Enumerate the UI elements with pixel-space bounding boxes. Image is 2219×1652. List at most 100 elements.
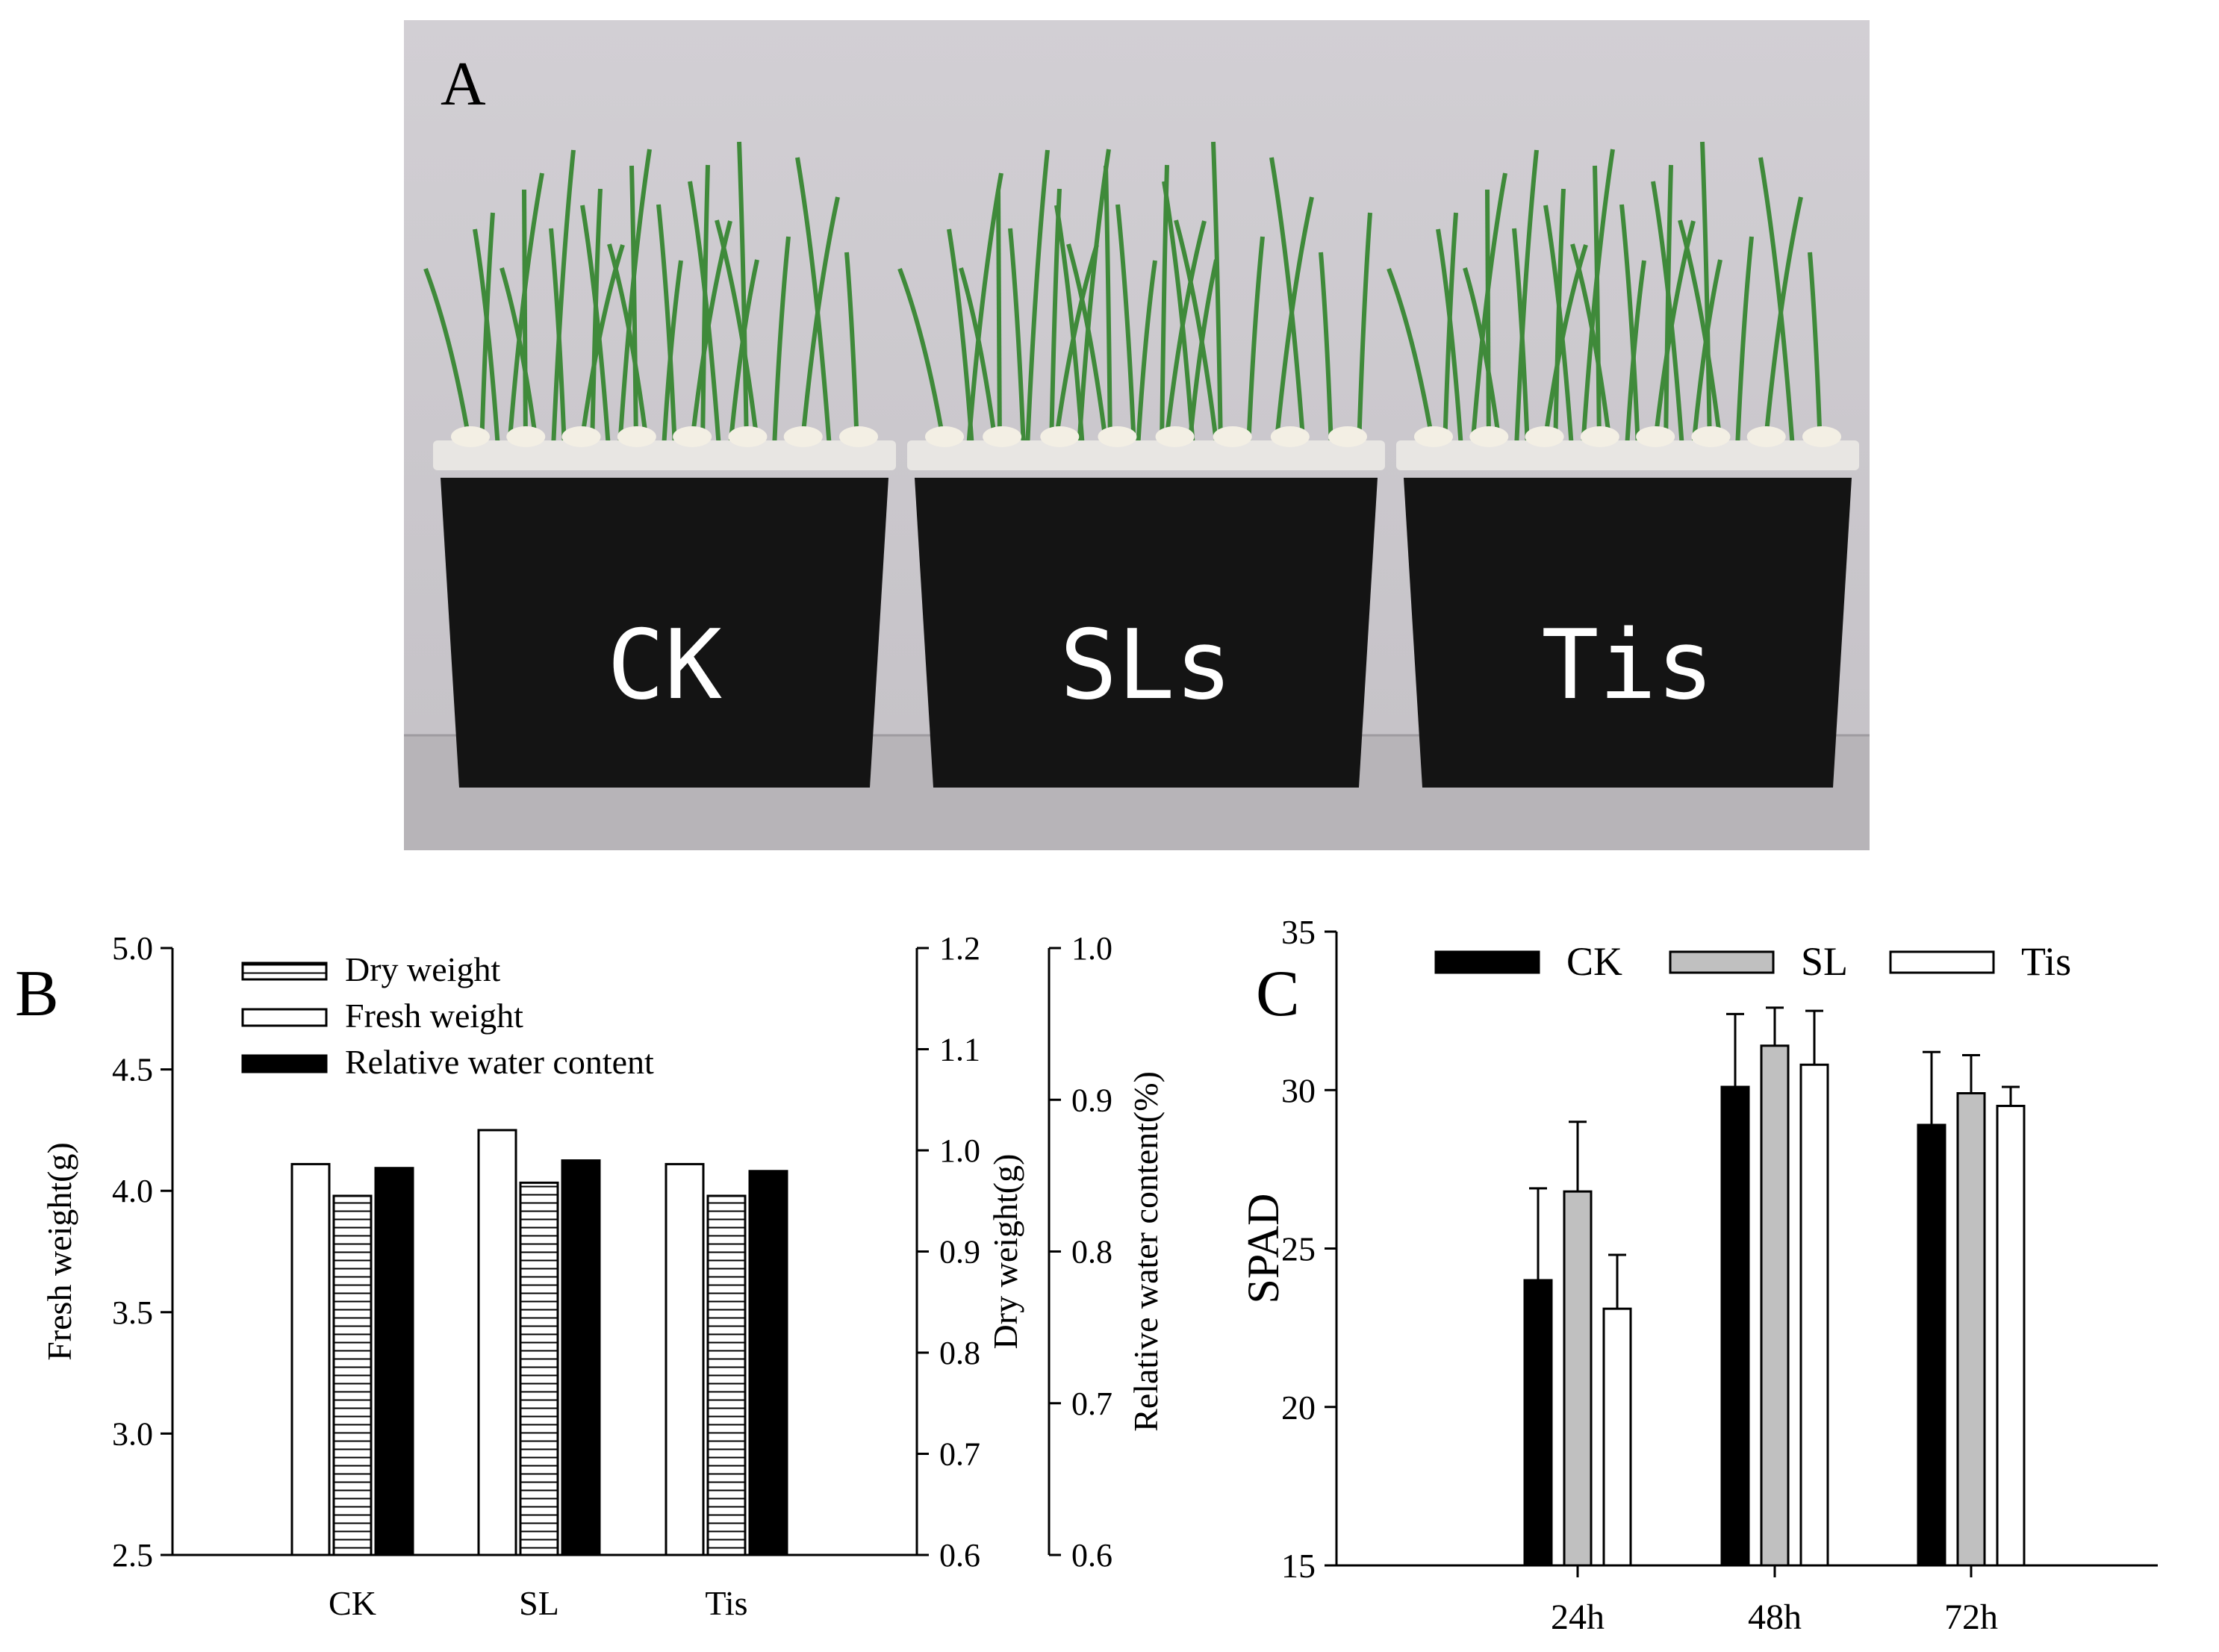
dry-tick-label: 1.2 — [939, 930, 980, 967]
legend-label: Fresh weight — [345, 997, 523, 1035]
bar-ck-72h — [1917, 1123, 1946, 1567]
bar-ck-48h — [1720, 1085, 1750, 1567]
foam-plug — [1155, 426, 1195, 447]
panel-c-letter: C — [1256, 958, 1300, 1030]
y-tick-label: 30 — [1281, 1071, 1316, 1109]
x-tick-label: 72h — [1944, 1598, 1998, 1637]
bar-relative-water-content-tis — [748, 1170, 788, 1556]
x-tick-label: Tis — [705, 1584, 747, 1622]
bar-sl-72h — [1956, 1091, 1986, 1567]
seedling-leaf — [700, 164, 710, 449]
foam-plug — [506, 426, 546, 447]
seedling-leaf — [549, 228, 567, 449]
seedling-leaf — [772, 236, 791, 449]
bar-fresh-weight-sl — [477, 1129, 517, 1556]
seedling-leaf — [1553, 188, 1566, 449]
foam-plug — [1098, 426, 1137, 447]
legend-label-sl: SL — [1801, 939, 1848, 984]
bin-label-sls: SLs — [1059, 610, 1232, 721]
seedling-leaf — [715, 219, 760, 449]
seedling-leaf — [1174, 219, 1219, 449]
bar-tis-72h — [1996, 1104, 2026, 1567]
seedling-leaf — [1512, 228, 1530, 449]
dry-tick-label: 1.1 — [939, 1032, 980, 1068]
seedling-leaf — [1758, 157, 1795, 449]
foam-plug — [1213, 426, 1252, 447]
y-tick-label: 20 — [1281, 1388, 1316, 1427]
dry-tick-label: 0.8 — [939, 1335, 980, 1371]
foam-plug — [1270, 426, 1310, 447]
bins: CK SLs Tis — [423, 141, 1859, 788]
seedling-leaf — [1387, 267, 1436, 449]
dry-axis-title: Dry weight(g) — [986, 1154, 1024, 1350]
rwc-tick-label: 0.6 — [1071, 1537, 1112, 1574]
seedling-leaf — [1514, 149, 1539, 449]
seedling-leaf — [1678, 219, 1723, 449]
left-tick-label: 4.0 — [112, 1173, 153, 1209]
foam-plug — [1414, 426, 1453, 447]
seedling-leaf — [795, 157, 832, 449]
foam-plug — [728, 426, 768, 447]
panel-c-legend: CK SL Tis — [1434, 939, 2071, 984]
seedling-leaf — [1664, 164, 1673, 449]
bar-sl-24h — [1563, 1190, 1593, 1567]
x-tick-label: CK — [329, 1584, 376, 1622]
foam-plug — [451, 426, 490, 447]
legend-swatch-sl — [1669, 950, 1775, 974]
seedling-leaf — [499, 267, 539, 449]
foam-plug — [839, 426, 878, 447]
seedling-leaf — [1115, 204, 1136, 449]
seedling-leaf — [1066, 243, 1109, 449]
foam-plug — [1746, 426, 1786, 447]
bar-sl-48h — [1760, 1044, 1790, 1567]
seedling-leaf — [1700, 141, 1712, 449]
seedling-leaf — [1808, 252, 1823, 449]
foam-plug — [1469, 426, 1509, 447]
bar-relative-water-content-ck — [374, 1167, 414, 1556]
y-axis-title: SPAD — [1239, 1194, 1288, 1304]
foam-plug — [783, 426, 823, 447]
legend-swatch — [241, 961, 328, 981]
seedling-leaf — [507, 172, 544, 449]
panel-b-chart: B 2.5 3.0 3.5 4.0 4.5 5.0 Fresh weight(g) 0.6 0.… — [15, 930, 1165, 1622]
x-tick-label: SL — [519, 1584, 559, 1622]
seedling-leaf — [1570, 243, 1613, 449]
seedling-leaf — [617, 149, 652, 449]
rwc-tick-label: 0.7 — [1071, 1386, 1112, 1422]
legend-label-ck: CK — [1566, 939, 1622, 984]
foam-plug — [1636, 426, 1675, 447]
seedling-leaf — [1077, 149, 1111, 449]
seedlings — [423, 141, 859, 449]
rwc-tick-label: 0.8 — [1071, 1234, 1112, 1271]
foam-plug — [1580, 426, 1619, 447]
seedling-leaf — [959, 267, 998, 449]
rwc-tick-label: 1.0 — [1071, 930, 1112, 967]
legend-swatch-tis — [1889, 950, 1995, 974]
dry-tick-label: 0.9 — [939, 1234, 980, 1271]
left-axis-title: Fresh weight(g) — [40, 1142, 78, 1361]
seedling-leaf — [1162, 181, 1195, 449]
seedling-leaf — [1357, 212, 1372, 449]
seedling-leaf — [996, 189, 1002, 449]
legend-swatch-ck — [1434, 950, 1540, 974]
left-tick-label: 4.5 — [112, 1052, 153, 1088]
legend-swatch — [241, 1008, 328, 1027]
seedling-leaf — [522, 189, 528, 449]
seedling-leaf — [966, 172, 1003, 449]
foam-plug — [561, 426, 601, 447]
foam-plug — [1040, 426, 1080, 447]
seedling-leaf — [844, 252, 859, 449]
bar-dry-weight-tis — [706, 1194, 747, 1556]
seedling-leaf — [1025, 149, 1050, 449]
x-tick-label: 48h — [1748, 1598, 1802, 1637]
foam-plug — [617, 426, 656, 447]
dry-tick-label: 0.7 — [939, 1436, 980, 1473]
seedling-leaf — [656, 204, 677, 449]
seedling-leaf — [551, 149, 576, 449]
seedling-leaf — [479, 212, 495, 449]
foam-plug — [1525, 426, 1564, 447]
seedling-leaf — [1319, 252, 1333, 449]
seedling-leaf — [607, 243, 650, 449]
panel-b-letter: B — [15, 958, 59, 1030]
